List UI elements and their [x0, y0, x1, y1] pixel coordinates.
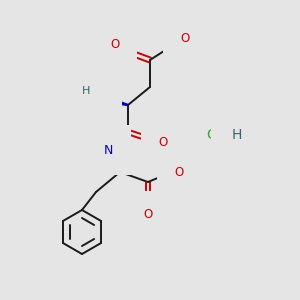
- Text: Cl: Cl: [206, 128, 220, 142]
- Text: N: N: [103, 143, 113, 157]
- Text: O: O: [158, 136, 168, 148]
- Text: H: H: [232, 128, 242, 142]
- Text: O: O: [174, 166, 184, 178]
- Text: O: O: [143, 208, 153, 221]
- Text: O: O: [110, 38, 120, 50]
- Text: H: H: [97, 86, 105, 96]
- Text: O: O: [180, 32, 190, 46]
- Polygon shape: [99, 94, 128, 106]
- Text: N: N: [91, 92, 101, 106]
- Text: H: H: [95, 137, 103, 147]
- Text: H: H: [82, 86, 90, 96]
